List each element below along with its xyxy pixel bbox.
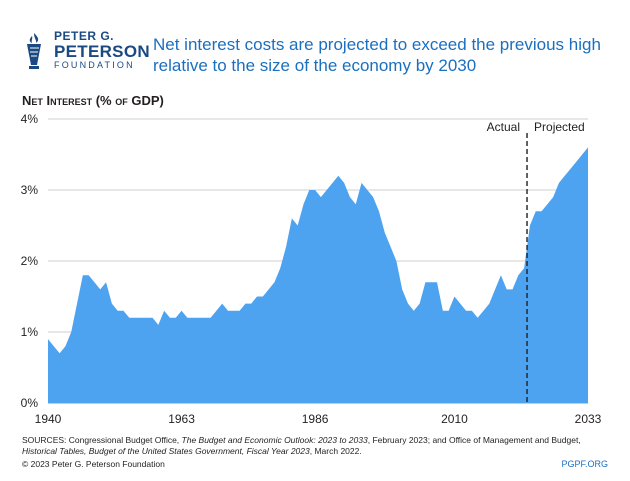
sources-part: , February 2023; and Office of Managemen… bbox=[367, 435, 581, 445]
actual-label: Actual bbox=[487, 120, 520, 134]
x-tick-label: 2010 bbox=[441, 412, 468, 426]
net-interest-chart: 0% 1% 2% 3% 4% 1940 1963 1986 2010 2033 Actual P… bbox=[21, 112, 602, 426]
x-tick-label: 2033 bbox=[575, 412, 602, 426]
x-tick-label: 1986 bbox=[302, 412, 329, 426]
logo-line-1: PETER G. bbox=[54, 29, 115, 43]
projected-label: Projected bbox=[534, 120, 585, 134]
sources-part: Historical Tables, Budget of the United … bbox=[22, 445, 310, 456]
net-interest-area bbox=[48, 147, 588, 403]
y-tick-label: 1% bbox=[21, 325, 39, 339]
torch-icon bbox=[27, 33, 41, 69]
logo-wordmark: PETER G. PETERSON FOUNDATION bbox=[54, 30, 150, 71]
chart-title: Net interest costs are projected to exce… bbox=[153, 35, 601, 75]
x-tick-labels: 1940 1963 1986 2010 2033 bbox=[35, 412, 602, 426]
logo-line-2: PETERSON bbox=[54, 42, 150, 61]
y-axis-label: Net Interest (% of GDP) bbox=[22, 93, 164, 108]
y-tick-label: 3% bbox=[21, 183, 39, 197]
sources-part: , March 2022. bbox=[309, 445, 362, 456]
pgpf-logo[interactable]: PETER G. PETERSON FOUNDATION bbox=[22, 28, 152, 78]
site-link[interactable]: PGPF.ORG bbox=[561, 459, 608, 469]
sources-note: SOURCES: Congressional Budget Office, Th… bbox=[22, 435, 612, 456]
sources-part: SOURCES: Congressional Budget Office, bbox=[22, 435, 182, 445]
logo-line-3: FOUNDATION bbox=[54, 60, 135, 70]
header: PETER G. PETERSON FOUNDATION Net interes… bbox=[22, 28, 622, 78]
y-tick-label: 0% bbox=[21, 396, 39, 410]
copyright: © 2023 Peter G. Peterson Foundation bbox=[22, 459, 165, 469]
y-tick-label: 2% bbox=[21, 254, 39, 268]
x-tick-label: 1963 bbox=[168, 412, 195, 426]
sources-part: The Budget and Economic Outlook: 2023 to… bbox=[181, 435, 368, 445]
y-tick-label: 4% bbox=[21, 112, 39, 126]
y-tick-labels: 0% 1% 2% 3% 4% bbox=[21, 112, 39, 410]
x-tick-label: 1940 bbox=[35, 412, 62, 426]
